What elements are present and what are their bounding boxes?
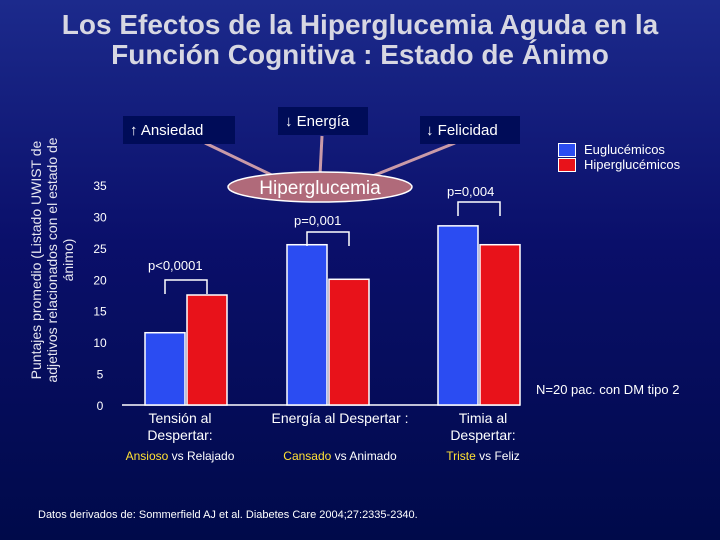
- group-sub-2-b: Animado: [349, 449, 397, 463]
- hyperglycemia-pill: [227, 171, 413, 203]
- group-label-1: Tensión al Despertar:: [147, 410, 213, 443]
- group-sub-2-vs: vs: [331, 449, 350, 463]
- y-tick-label: 0: [97, 399, 104, 413]
- group-sub-1-b: Relajado: [187, 449, 235, 463]
- legend-swatch-eu: [558, 142, 576, 157]
- connector-felicidad: [364, 141, 456, 181]
- group-sub-3-a: Triste: [446, 449, 476, 463]
- bar-eu-group-2: [286, 243, 328, 406]
- y-tick-label: 30: [93, 210, 107, 224]
- y-tick-label: 35: [93, 179, 107, 193]
- hyperglycemia-label: Hiperglucemia: [259, 178, 381, 199]
- group-sub-1-vs: vs: [168, 449, 187, 463]
- group-sub-3-vs: vs: [475, 449, 495, 463]
- y-tick-label: 10: [93, 336, 107, 350]
- bar-eu-group-1: [144, 331, 186, 406]
- significance-bracket-3: [457, 201, 501, 216]
- legend-swatch-hyper: [558, 157, 576, 172]
- group-sub-3-b: Feliz: [494, 449, 520, 463]
- source-citation: Datos derivados de: Sommerfield AJ et al…: [38, 509, 418, 521]
- connector-ansiedad: [204, 141, 281, 181]
- y-tick-label: 5: [97, 368, 104, 382]
- legend-item-hyper: Hiperglucémicos: [558, 157, 680, 172]
- legend-label-hyper: Hiperglucémicos: [584, 157, 681, 172]
- bar-hyper-group-2: [328, 278, 370, 406]
- legend-label-eu: Euglucémicos: [584, 142, 665, 157]
- effect-box-ansiedad: [123, 116, 235, 144]
- title-line-1: Los Efectos de la Hiperglucemia Aguda en…: [61, 9, 659, 40]
- significance-bracket-1: [164, 279, 208, 294]
- significance-bracket-2: [306, 231, 350, 246]
- bar-hyper-group-1: [186, 294, 228, 406]
- pvalue-1: p<0,0001: [148, 258, 203, 273]
- effect-box-felicidad: [420, 116, 520, 144]
- bar-eu-group-3: [437, 225, 479, 406]
- group-sub-3: Triste vs Feliz: [428, 449, 538, 463]
- effect-box-energia: [278, 107, 368, 135]
- y-tick-label: 25: [93, 242, 107, 256]
- pvalue-2: p=0,001: [294, 213, 342, 228]
- connector-energia: [318, 135, 324, 176]
- y-tick-label: 20: [93, 273, 107, 287]
- group-sub-2: Cansado vs Animado: [260, 449, 420, 463]
- effect-ansiedad: ↑ Ansiedad: [130, 122, 204, 139]
- legend: Euglucémicos Hiperglucémicos: [558, 142, 680, 172]
- legend-item-eu: Euglucémicos: [558, 142, 680, 157]
- y-tick-label: 15: [93, 305, 107, 319]
- title-line-2: Función Cognitiva : Estado de Ánimo: [111, 39, 609, 70]
- group-sub-2-a: Cansado: [283, 449, 332, 463]
- group-label-3: Timia al Despertar:: [450, 410, 516, 443]
- group-sub-1: Ansioso vs Relajado: [100, 449, 260, 463]
- slide-title: Los Efectos de la Hiperglucemia Aguda en…: [0, 10, 720, 70]
- bar-hyper-group-3: [479, 243, 521, 406]
- group-label-2: Energía al Despertar :: [271, 410, 409, 426]
- effect-energia: ↓ Energía: [285, 113, 350, 130]
- sample-note: N=20 pac. con DM tipo 2: [536, 382, 680, 397]
- group-sub-1-a: Ansioso: [125, 449, 169, 463]
- pvalue-3: p=0,004: [447, 184, 495, 199]
- effect-felicidad: ↓ Felicidad: [426, 122, 498, 139]
